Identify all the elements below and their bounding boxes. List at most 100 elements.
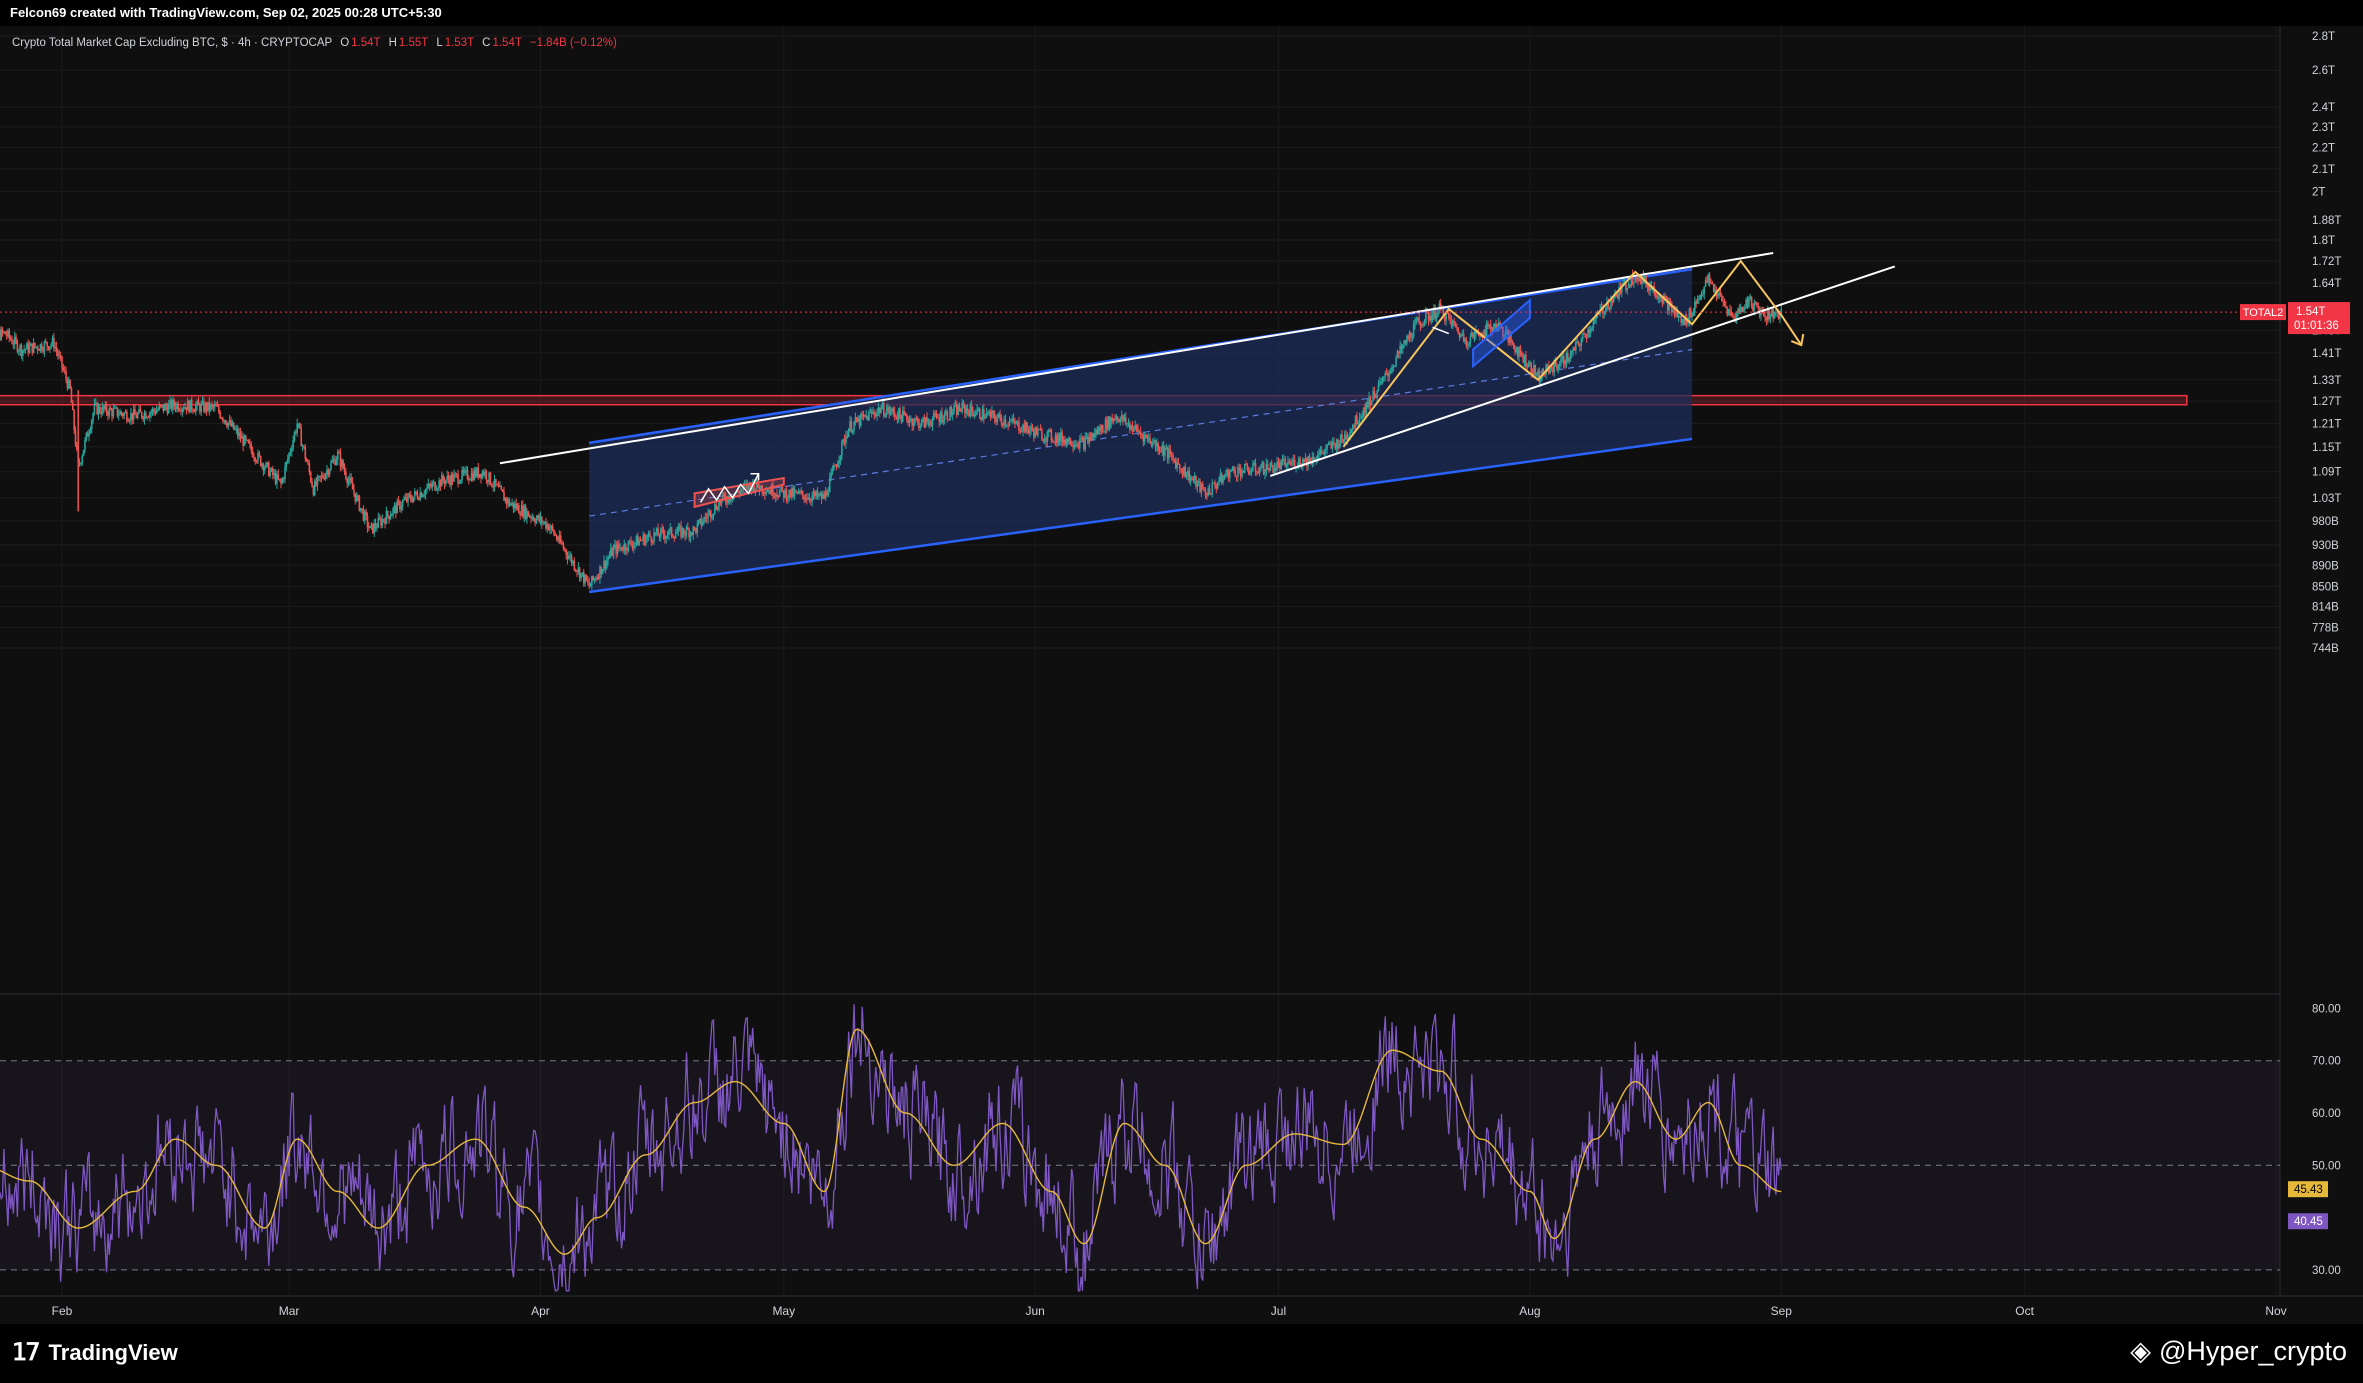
rsi-value-badge: 40.45 — [2288, 1213, 2328, 1230]
candle-body — [1122, 415, 1124, 422]
candle — [57, 348, 59, 360]
candle-body — [1684, 318, 1687, 326]
candle — [204, 401, 207, 414]
candle-body — [885, 410, 888, 416]
candle — [30, 342, 32, 347]
candle — [727, 494, 730, 505]
candle-body — [1556, 364, 1558, 369]
candle — [1197, 477, 1200, 487]
candle — [1738, 304, 1741, 315]
candle — [516, 502, 519, 511]
candle-body — [139, 408, 142, 413]
candle-body — [51, 338, 54, 345]
candle-body — [846, 435, 849, 438]
candle — [1078, 435, 1081, 453]
candle — [1235, 475, 1238, 482]
candle — [407, 493, 409, 507]
tradingview-logo[interactable]: 𝟣𝟩 TradingView — [12, 1338, 178, 1367]
candle-body — [1648, 284, 1650, 291]
candle — [400, 501, 403, 514]
candle — [405, 492, 408, 504]
candle-body — [259, 456, 262, 466]
candle — [654, 532, 657, 537]
candle-body — [964, 405, 966, 414]
chart-frame[interactable]: 2.8T 2.6T 2.4T 2.3T 2.2T 2.1T 2T 1.88T 1.8T 1.72T… — [0, 26, 2363, 1324]
candle-body — [568, 556, 570, 559]
candle-body — [1400, 345, 1403, 349]
candle-body — [26, 343, 28, 350]
candle — [1088, 432, 1091, 448]
candle-body — [1277, 461, 1280, 464]
candle-body — [912, 423, 915, 426]
candle — [624, 542, 627, 555]
candle-body — [1045, 438, 1047, 442]
candle — [1089, 431, 1092, 442]
candle-body — [851, 430, 854, 433]
candle-body — [753, 481, 755, 492]
candle-body — [163, 404, 166, 411]
candle-body — [626, 550, 628, 552]
candle-body — [631, 544, 634, 548]
candle — [430, 480, 432, 490]
candle-body — [1147, 438, 1150, 440]
candle-body — [330, 462, 332, 470]
candle-body — [1258, 469, 1261, 474]
candle-body — [1591, 327, 1593, 330]
candle-body — [965, 408, 968, 414]
candle-body — [599, 566, 601, 579]
candle — [555, 533, 558, 542]
candle — [1058, 432, 1061, 445]
candle-body — [339, 453, 342, 467]
candle-body — [714, 504, 716, 514]
candle — [1726, 306, 1729, 317]
candle-body — [442, 475, 444, 481]
candle — [1038, 428, 1041, 430]
candle — [24, 348, 27, 354]
candle — [234, 425, 236, 431]
candle-body — [974, 414, 977, 416]
candle — [323, 472, 326, 481]
candle — [1252, 460, 1254, 473]
rsi-ma-badge: 45.43 — [2288, 1181, 2328, 1198]
candle-body — [1452, 320, 1454, 327]
candle-body — [1307, 456, 1310, 467]
candle — [1183, 466, 1185, 477]
candle-body — [1308, 456, 1311, 462]
candle — [58, 350, 61, 359]
candle — [416, 489, 419, 500]
candle — [116, 407, 119, 418]
candle-body — [1392, 366, 1395, 368]
candle-body — [263, 467, 266, 471]
candle — [313, 478, 316, 497]
candle-body — [9, 337, 12, 340]
candle-body — [1771, 309, 1773, 317]
candle — [147, 415, 150, 419]
candle-body — [577, 567, 580, 572]
candle-body — [576, 570, 578, 572]
candle-body — [1283, 458, 1285, 460]
price-tick-label: 2.3T — [2312, 122, 2335, 134]
candle — [711, 514, 713, 521]
candle-body — [518, 505, 520, 514]
candle-body — [1664, 295, 1666, 297]
candle-body — [524, 506, 527, 519]
candle — [1757, 302, 1760, 313]
candle — [950, 405, 953, 418]
candle — [1410, 331, 1412, 342]
candle — [1776, 310, 1779, 318]
candle-body — [1604, 310, 1607, 313]
candle — [442, 473, 444, 484]
candle-body — [67, 380, 70, 389]
candle-body — [1679, 316, 1681, 318]
candle — [714, 500, 716, 515]
candle-body — [1083, 438, 1085, 450]
candle-body — [1056, 435, 1058, 444]
chart-canvas[interactable]: 2.8T2.6T2.4T2.3T2.2T2.1T2T1.88T1.8T1.72T… — [0, 26, 2363, 1324]
candle — [492, 481, 494, 492]
candle-body — [701, 522, 704, 526]
candle-body — [622, 549, 624, 551]
candle — [900, 414, 903, 425]
candle — [178, 407, 181, 412]
candle-body — [1357, 422, 1360, 425]
candle — [166, 403, 169, 416]
